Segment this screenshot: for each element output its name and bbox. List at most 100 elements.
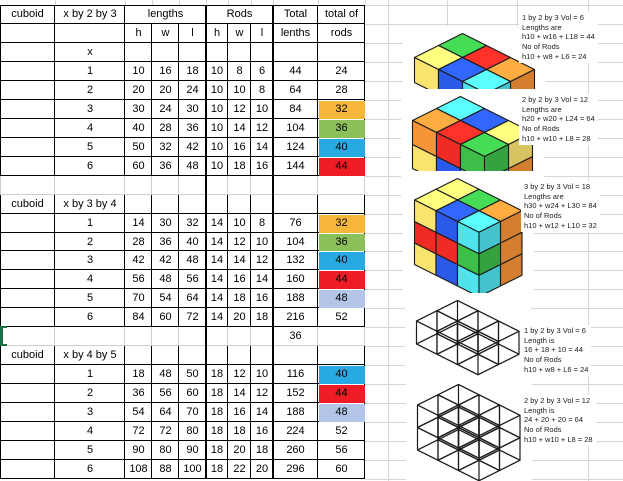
cell[interactable] [0, 346, 55, 365]
cell[interactable] [206, 119, 228, 138]
highlight-cell-lavender[interactable] [319, 404, 365, 422]
cell[interactable] [152, 251, 179, 270]
cell[interactable] [251, 214, 273, 233]
cell[interactable] [318, 441, 365, 460]
cell[interactable] [228, 403, 251, 422]
cell[interactable] [318, 460, 365, 479]
cell[interactable] [251, 176, 273, 195]
cell[interactable] [179, 157, 206, 176]
cell[interactable] [0, 460, 55, 479]
cell[interactable] [0, 81, 55, 100]
cell[interactable] [179, 441, 206, 460]
cell[interactable] [55, 24, 125, 43]
highlight-cell-red[interactable] [319, 385, 365, 403]
cell[interactable] [125, 289, 152, 308]
cell[interactable] [251, 422, 273, 441]
cell[interactable] [228, 384, 251, 403]
cell[interactable] [125, 403, 152, 422]
cell[interactable] [55, 327, 125, 346]
cell[interactable] [152, 24, 179, 43]
cell[interactable] [0, 157, 55, 176]
cuboid-figure-wire-1x2x3[interactable] [405, 293, 531, 383]
cell[interactable] [55, 289, 125, 308]
cell[interactable] [55, 195, 125, 214]
cell[interactable] [125, 422, 152, 441]
cell[interactable] [228, 233, 251, 251]
cell[interactable] [179, 403, 206, 422]
cell[interactable] [55, 119, 125, 138]
cell[interactable] [125, 308, 152, 327]
cell[interactable] [251, 195, 273, 214]
highlight-cell-blue[interactable] [319, 139, 365, 157]
cell[interactable] [273, 327, 318, 346]
cell[interactable] [55, 365, 125, 384]
cell[interactable] [152, 422, 179, 441]
cell[interactable] [318, 81, 365, 100]
cell[interactable] [55, 81, 125, 100]
cell[interactable] [125, 441, 152, 460]
cell[interactable] [318, 62, 365, 81]
cell[interactable] [152, 403, 179, 422]
cell[interactable] [55, 441, 125, 460]
cell[interactable] [228, 81, 251, 100]
cell[interactable] [179, 270, 206, 289]
cell[interactable] [273, 346, 318, 365]
cell[interactable] [0, 5, 55, 24]
cell[interactable] [0, 270, 55, 289]
cell[interactable] [206, 233, 228, 251]
cell[interactable] [125, 460, 152, 479]
cell[interactable] [125, 119, 152, 138]
cell[interactable] [125, 100, 152, 119]
cell[interactable] [318, 327, 365, 346]
cell[interactable] [125, 195, 152, 214]
cell[interactable] [55, 138, 125, 157]
cell[interactable] [206, 365, 228, 384]
cell[interactable] [125, 157, 152, 176]
cell[interactable] [55, 214, 125, 233]
cell[interactable] [273, 251, 318, 270]
cell[interactable] [55, 270, 125, 289]
cell[interactable] [206, 308, 228, 327]
cell[interactable] [152, 460, 179, 479]
cell[interactable] [55, 5, 125, 24]
cell[interactable] [206, 157, 228, 176]
cell[interactable] [152, 195, 179, 214]
cell[interactable] [125, 365, 152, 384]
cell[interactable] [206, 403, 228, 422]
cell[interactable] [273, 308, 318, 327]
cuboid-figure-wire-2x2x3[interactable] [406, 377, 532, 481]
cell[interactable] [206, 214, 228, 233]
cell[interactable] [251, 24, 273, 43]
cell[interactable] [273, 403, 318, 422]
cell[interactable] [179, 308, 206, 327]
cell[interactable] [228, 195, 251, 214]
cell[interactable] [152, 441, 179, 460]
cell[interactable] [206, 195, 228, 214]
cell[interactable] [55, 176, 125, 195]
cell[interactable] [206, 327, 228, 346]
cell[interactable] [152, 365, 179, 384]
cell[interactable] [251, 119, 273, 138]
cell[interactable] [0, 422, 55, 441]
cell[interactable] [152, 157, 179, 176]
active-cell-selection[interactable] [0, 327, 3, 346]
cell[interactable] [273, 270, 318, 289]
cell[interactable] [179, 346, 206, 365]
cell[interactable] [152, 5, 179, 24]
cell[interactable] [0, 119, 55, 138]
cell[interactable] [152, 62, 179, 81]
cell[interactable] [228, 176, 251, 195]
cell[interactable] [228, 422, 251, 441]
cell[interactable] [152, 346, 179, 365]
cell[interactable] [0, 441, 55, 460]
cell[interactable] [206, 441, 228, 460]
cell[interactable] [125, 233, 152, 251]
cell[interactable] [55, 422, 125, 441]
cell[interactable] [179, 251, 206, 270]
cell[interactable] [273, 365, 318, 384]
cell[interactable] [125, 214, 152, 233]
cell[interactable] [206, 81, 228, 100]
cell[interactable] [251, 403, 273, 422]
highlight-cell-orange[interactable] [319, 101, 365, 119]
cell[interactable] [0, 327, 55, 346]
